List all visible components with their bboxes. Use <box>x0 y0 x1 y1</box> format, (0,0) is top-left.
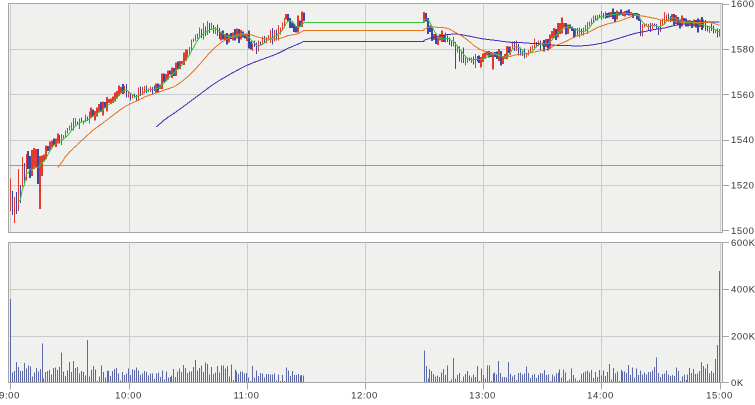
svg-text:10:00: 10:00 <box>115 391 142 401</box>
svg-text:0K: 0K <box>731 378 744 389</box>
svg-text:1520: 1520 <box>731 181 755 192</box>
svg-text:1560: 1560 <box>731 90 755 101</box>
svg-text:1600: 1600 <box>731 0 755 10</box>
svg-text:1540: 1540 <box>731 135 755 146</box>
svg-text:13:00: 13:00 <box>469 391 496 401</box>
svg-text:12:00: 12:00 <box>351 391 378 401</box>
svg-text:600K: 600K <box>731 238 755 249</box>
svg-text:11:00: 11:00 <box>233 391 259 401</box>
svg-text:1580: 1580 <box>731 44 755 55</box>
svg-text:9:00: 9:00 <box>0 391 20 401</box>
svg-text:200K: 200K <box>731 331 755 342</box>
svg-text:1500: 1500 <box>731 226 755 237</box>
svg-text:15:00: 15:00 <box>706 391 733 401</box>
svg-text:400K: 400K <box>731 285 755 296</box>
svg-text:14:00: 14:00 <box>587 391 614 401</box>
